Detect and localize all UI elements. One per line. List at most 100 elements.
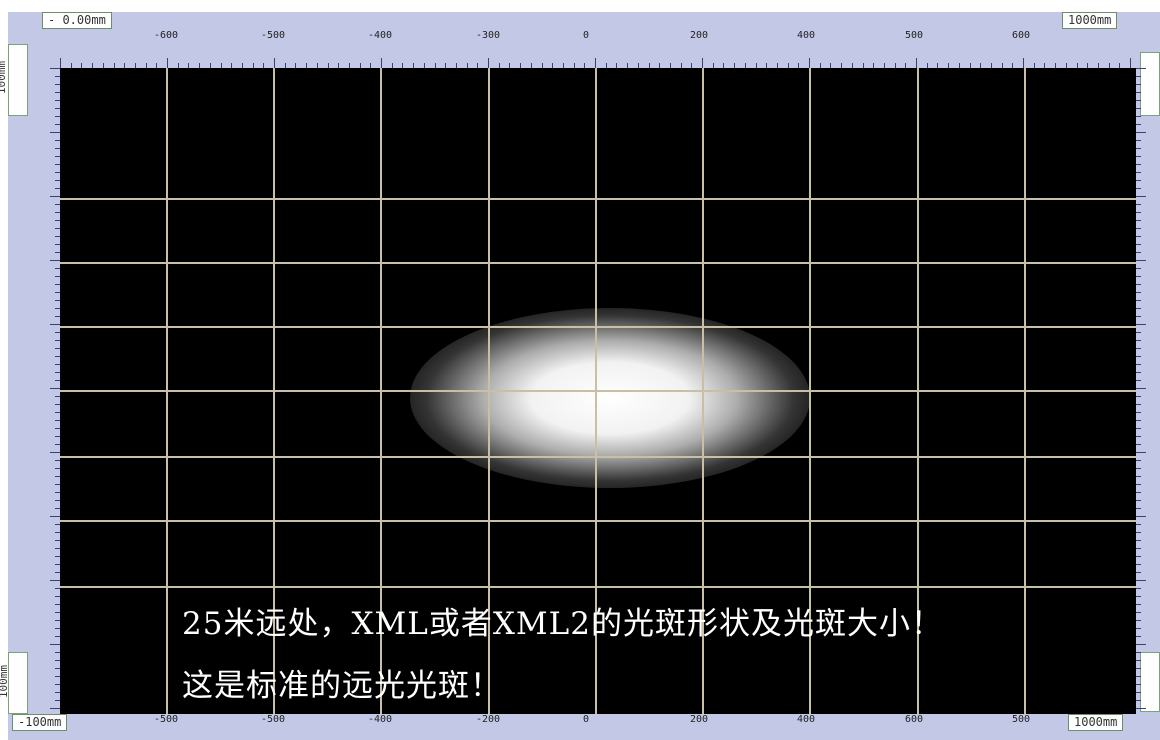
ruler-tick	[55, 228, 60, 229]
ruler-tick	[1136, 356, 1141, 357]
ruler-tick	[50, 516, 60, 517]
ruler-tick	[55, 532, 60, 533]
grid-line-horizontal	[60, 262, 1136, 264]
left-bottom-edge-text: 100mm	[0, 664, 11, 699]
ruler-tick	[55, 492, 60, 493]
ruler-tick	[659, 63, 661, 68]
ruler-tick	[1097, 63, 1099, 68]
ruler-tick	[391, 63, 393, 68]
ruler-tick	[1136, 220, 1141, 221]
ruler-tick	[55, 236, 60, 237]
ruler-tick	[1136, 540, 1141, 541]
ruler-tick	[55, 428, 60, 429]
ruler-tick	[1136, 92, 1141, 93]
ruler-tick	[55, 212, 60, 213]
ruler-tick	[55, 420, 60, 421]
ruler-tick	[744, 63, 746, 68]
ruler-tick	[1136, 436, 1141, 437]
ruler-tick	[1136, 524, 1141, 525]
ruler-tick	[55, 92, 60, 93]
ruler-tick	[55, 124, 60, 125]
tick-label: 500	[905, 30, 924, 41]
tick-label: -200	[476, 714, 501, 725]
tick-label: 500	[1012, 714, 1031, 725]
ruler-tick	[55, 636, 60, 637]
ruler-tick	[990, 63, 992, 68]
ruler-tick	[55, 188, 60, 189]
ruler-tick	[605, 63, 607, 68]
ruler-tick	[1136, 132, 1146, 133]
ruler-tick	[55, 572, 60, 573]
ruler-tick	[509, 63, 511, 68]
bottom-left-corner-label: -100mm	[12, 714, 68, 731]
ruler-tick	[402, 63, 404, 68]
ruler-tick	[55, 484, 60, 485]
ruler-tick	[1136, 348, 1141, 349]
ruler-tick	[55, 468, 60, 469]
ruler-tick	[488, 58, 489, 68]
ruler-tick	[50, 452, 60, 453]
ruler-tick	[648, 63, 650, 68]
ruler-tick	[55, 364, 60, 365]
ruler-tick	[55, 148, 60, 149]
ruler-tick	[1065, 63, 1067, 68]
ruler-tick	[1136, 652, 1141, 653]
ruler-tick	[50, 196, 60, 197]
ruler-tick	[637, 63, 639, 68]
ruler-tick	[1076, 63, 1078, 68]
ruler-tick	[712, 63, 714, 68]
ruler-tick	[1136, 332, 1141, 333]
ruler-tick	[1136, 308, 1141, 309]
grid-line-horizontal	[60, 456, 1136, 458]
tick-label: 600	[1012, 30, 1031, 41]
ruler-tick	[562, 63, 564, 68]
ruler-tick	[55, 628, 60, 629]
ruler-tick	[1136, 388, 1146, 389]
ruler-tick	[851, 63, 853, 68]
ruler-tick	[1136, 316, 1141, 317]
ruler-tick	[1136, 164, 1141, 165]
ruler-tick	[55, 700, 60, 701]
ruler-tick	[755, 63, 757, 68]
ruler-tick	[50, 708, 60, 709]
ruler-tick	[274, 58, 275, 68]
ruler-tick	[50, 388, 60, 389]
ruler-tick	[830, 63, 832, 68]
ruler-tick	[1136, 148, 1141, 149]
tick-label: 400	[797, 30, 816, 41]
ruler-tick	[55, 244, 60, 245]
grid-line-horizontal	[60, 520, 1136, 522]
ruler-tick	[1136, 260, 1146, 261]
ruler-tick	[55, 316, 60, 317]
ruler-tick	[883, 63, 885, 68]
ruler-tick	[1136, 548, 1141, 549]
ruler-tick	[1136, 380, 1141, 381]
ruler-tick	[1136, 596, 1141, 597]
ruler-tick	[1023, 58, 1024, 68]
ruler-tick	[81, 63, 83, 68]
ruler-tick	[55, 172, 60, 173]
ruler-tick	[145, 63, 147, 68]
ruler-tick	[1136, 420, 1141, 421]
ruler-tick	[1136, 460, 1141, 461]
ruler-tick	[1136, 156, 1141, 157]
ruler-tick	[1136, 276, 1141, 277]
ruler-tick	[958, 63, 960, 68]
tick-label: 600	[905, 714, 924, 725]
tick-label: -500	[154, 714, 179, 725]
ruler-tick	[1055, 63, 1057, 68]
ruler-tick	[1136, 636, 1141, 637]
ruler-tick	[1136, 508, 1141, 509]
ruler-tick	[70, 63, 72, 68]
tick-label: 0	[583, 30, 590, 41]
tick-label: 0	[583, 714, 590, 725]
ruler-tick	[1119, 63, 1121, 68]
tick-label: -500	[261, 714, 286, 725]
ruler-tick	[1136, 172, 1141, 173]
ruler-tick	[348, 63, 350, 68]
ruler-tick	[916, 58, 917, 68]
ruler-tick	[530, 63, 532, 68]
ruler-tick	[819, 63, 821, 68]
ruler-tick	[1136, 180, 1141, 181]
tick-label: -400	[368, 714, 393, 725]
